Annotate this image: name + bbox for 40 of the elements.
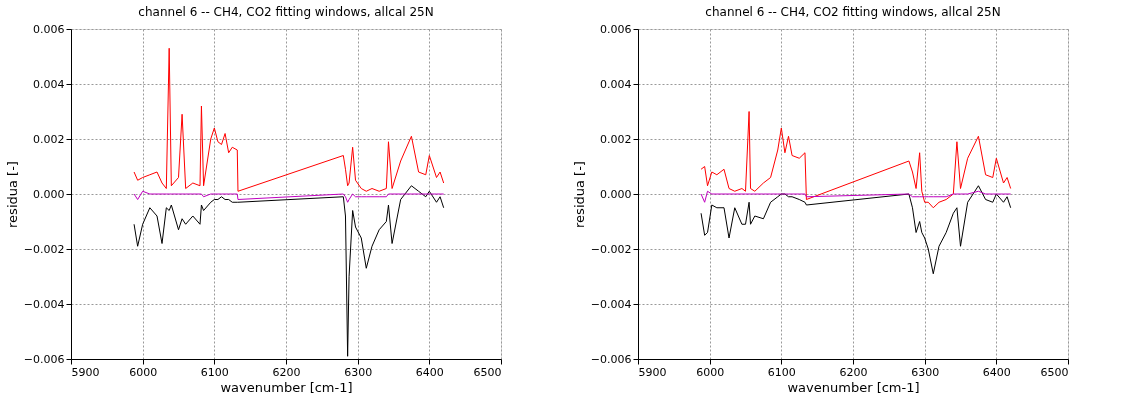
y-axis-title: residua [-]: [4, 161, 20, 228]
x-tick-label: 6000: [696, 365, 725, 379]
x-tick-label: 6200: [272, 365, 301, 379]
x-tick-label: 6100: [200, 365, 229, 379]
y-tick-label: 0.004: [33, 77, 65, 91]
x-tick-label: 6300: [344, 365, 373, 379]
y-tick-label: 0.006: [600, 22, 632, 36]
y-tick-label: 0.000: [33, 187, 65, 201]
y-tick-label: 0.006: [33, 22, 65, 36]
x-tick-label: 6000: [129, 365, 158, 379]
x-tick-label: 6400: [415, 365, 444, 379]
x-tick-label: 6400: [982, 365, 1011, 379]
chart-title: channel 6 -- CH4, CO2 fitting windows, allcal 25N: [705, 5, 1001, 19]
y-tick-label: 0.002: [33, 132, 65, 146]
y-axis-title: residua [-]: [571, 161, 587, 228]
y-tick-label: 0.000: [600, 187, 632, 201]
y-tick-label: −0.004: [590, 297, 632, 311]
y-tick-label: −0.006: [590, 352, 632, 366]
x-tick-label: 5900: [71, 365, 100, 379]
y-tick-label: −0.002: [23, 242, 65, 256]
x-tick-label: 6300: [911, 365, 940, 379]
x-axis-title: wavenumber [cm-1]: [787, 379, 920, 395]
line-series: [700, 111, 1012, 209]
x-tick-label: 6500: [473, 365, 502, 379]
y-tick-label: −0.004: [23, 297, 65, 311]
line-series: [133, 47, 445, 192]
chart-title: channel 6 -- CH4, CO2 fitting windows, allcal 25N: [138, 5, 434, 19]
x-tick-label: 6500: [1040, 365, 1069, 379]
y-tick-label: 0.004: [600, 77, 632, 91]
line-series: [700, 185, 1012, 275]
x-axis-title: wavenumber [cm-1]: [220, 379, 353, 395]
x-tick-label: 6100: [767, 365, 796, 379]
y-tick-label: 0.002: [600, 132, 632, 146]
line-series: [700, 190, 1012, 203]
y-tick-label: −0.002: [590, 242, 632, 256]
x-tick-label: 5900: [638, 365, 667, 379]
y-tick-label: −0.006: [23, 352, 65, 366]
line-series: [133, 190, 445, 203]
line-series: [133, 185, 445, 357]
x-tick-label: 6200: [839, 365, 868, 379]
